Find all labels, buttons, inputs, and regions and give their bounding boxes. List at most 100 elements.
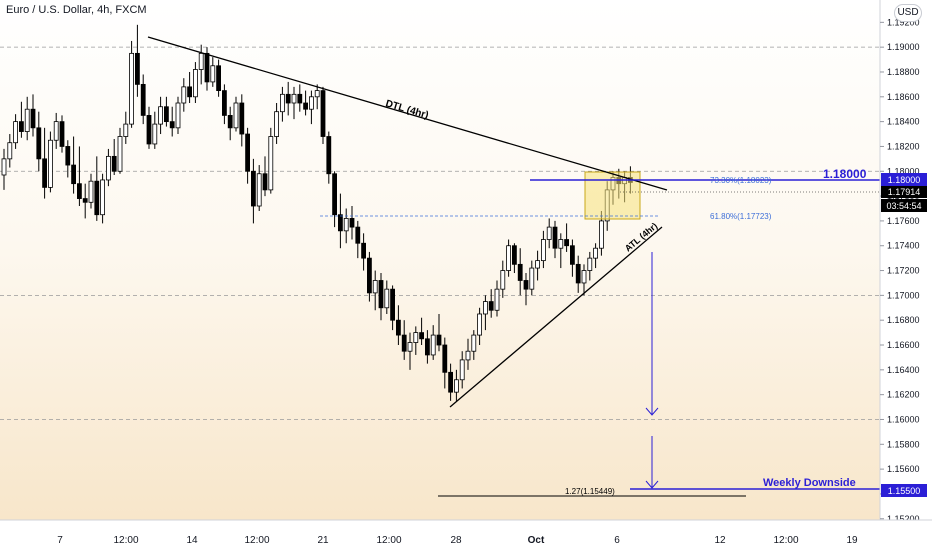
candle [175, 96, 181, 135]
candle-body [384, 288, 390, 309]
candle-body [558, 239, 564, 249]
candle-body [517, 263, 523, 281]
candle-body [36, 127, 42, 160]
candle-body [471, 334, 477, 352]
candle-body [285, 93, 291, 104]
y-tick-label: 1.18200 [887, 141, 920, 151]
candle [378, 273, 384, 321]
candle [546, 218, 552, 249]
candle-body [245, 133, 251, 172]
candle-body [448, 371, 454, 393]
y-tick-label: 1.17600 [887, 216, 920, 226]
price-tag-level-1-text: 1.18000 [888, 175, 921, 185]
y-tick-label: 1.16000 [887, 414, 920, 424]
candle-body [291, 93, 297, 104]
currency-button[interactable]: USD [894, 4, 922, 22]
candle [512, 243, 517, 274]
candle [163, 96, 169, 127]
time-axis[interactable]: 7 12:00 14 12:00 21 12:00 28 Oct 6 12 12:00 19 [0, 519, 932, 550]
candle [42, 127, 47, 199]
candle-body [13, 121, 19, 144]
candle-body [262, 173, 268, 191]
candle-body [506, 245, 512, 271]
candle-body [390, 288, 396, 321]
candle-body [541, 239, 546, 262]
candle [262, 156, 268, 197]
candle [482, 295, 488, 331]
y-tick-label: 1.19000 [887, 42, 920, 52]
candle [59, 115, 65, 153]
candle-body [297, 93, 303, 104]
candle [297, 84, 303, 112]
candle [326, 131, 332, 184]
atl-label: ATL (4hr) [623, 221, 659, 254]
candle-body [401, 334, 407, 352]
candle-body [233, 102, 239, 129]
candle [488, 289, 494, 318]
countdown-text: 03:54:54 [886, 201, 921, 211]
candle-body [158, 106, 164, 125]
candle [401, 320, 407, 360]
candle [564, 223, 569, 252]
candle-body [459, 359, 465, 381]
candle [77, 146, 82, 207]
candle-body [198, 52, 204, 70]
candle [1, 148, 7, 190]
candle [71, 136, 76, 194]
candles [1, 24, 633, 401]
candle-body [320, 90, 326, 137]
price-axis[interactable]: 1.152001.154001.156001.158001.160001.162… [879, 0, 932, 524]
candle-body [134, 52, 140, 85]
candle-body [42, 158, 47, 188]
candle-body [453, 379, 459, 393]
candle-body [529, 267, 535, 290]
y-tick-label: 1.18600 [887, 92, 920, 102]
y-tick-label: 1.16400 [887, 365, 920, 375]
candle-body [221, 90, 227, 116]
candle-body [53, 121, 59, 141]
candle [53, 112, 59, 149]
candle-body [192, 69, 198, 98]
candle [123, 111, 129, 144]
candle [355, 220, 361, 259]
candle [134, 24, 140, 97]
dtl-trendline[interactable] [147, 36, 668, 191]
candle [343, 208, 349, 244]
candle [88, 173, 94, 209]
candle [94, 156, 100, 221]
candle [303, 90, 309, 116]
candle [372, 270, 378, 311]
candle [7, 134, 13, 168]
candle [448, 363, 454, 401]
candle [192, 62, 198, 104]
candle [494, 280, 500, 317]
candle-body [239, 102, 245, 135]
y-tick-label: 1.18800 [887, 67, 920, 77]
price-tag-current [881, 186, 927, 198]
candle [13, 114, 19, 149]
y-tick-label: 1.15800 [887, 439, 920, 449]
candle-body [477, 313, 483, 336]
candle-body [94, 180, 100, 216]
y-tick-label: 1.17200 [887, 266, 920, 276]
candle-body [24, 108, 30, 132]
level-118000-label: 1.18000 [823, 167, 867, 181]
candle [65, 140, 71, 178]
candle-body [274, 111, 280, 137]
y-tick-label: 1.16200 [887, 390, 920, 400]
candle-body [204, 52, 210, 83]
dtl-label: DTL (4hr) [384, 98, 430, 121]
candle [453, 369, 459, 401]
candle [140, 74, 146, 125]
fib-127-label: 1.27(1.15449) [565, 487, 615, 496]
candle-body [599, 220, 604, 249]
candle [384, 280, 390, 314]
candle-body [395, 319, 401, 336]
atl-trendline[interactable] [449, 226, 663, 408]
candle-body [146, 115, 152, 145]
candle [442, 337, 448, 389]
candle [227, 106, 233, 141]
candle [471, 330, 477, 360]
